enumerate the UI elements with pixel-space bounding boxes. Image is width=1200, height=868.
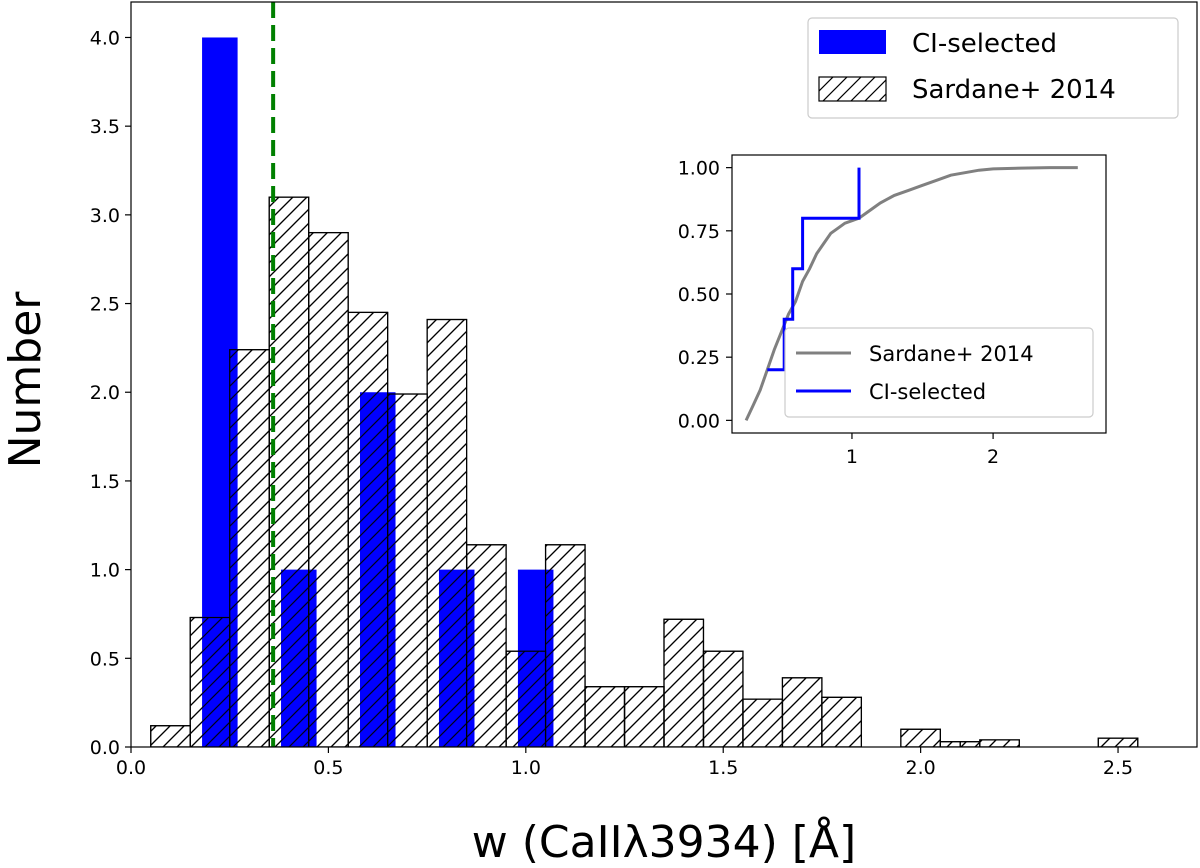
bar-sardane-overlay-8 xyxy=(465,544,507,747)
inset-x-tick-label: 1 xyxy=(846,446,858,468)
bar-sardane-overlay-2 xyxy=(229,349,270,747)
x-tick-label: 1.0 xyxy=(511,757,541,779)
x-tick-label: 0.5 xyxy=(313,757,343,779)
inset-y-axis-ticks: 0.00 0.25 0.50 0.75 1.00 xyxy=(678,158,732,432)
bar-sardane-overlay-13 xyxy=(663,618,705,747)
inset-line-sardane xyxy=(744,166,1078,422)
inset-y-tick-label: 0.75 xyxy=(678,221,720,243)
legend-box xyxy=(807,17,1179,119)
legend-label-sardane: Sardane+ 2014 xyxy=(912,75,1116,105)
inset-line-ci-selected xyxy=(767,167,861,372)
inset-y-tick-label: 0.25 xyxy=(678,347,720,369)
x-axis-label: w (CaIIλ3934) [Å] xyxy=(472,815,856,868)
y-tick-label: 2.0 xyxy=(90,382,120,404)
bar-group xyxy=(150,37,1139,747)
bar-sardane-overlay-12 xyxy=(623,686,665,747)
bar-sardane-overlay-11 xyxy=(584,686,626,747)
bar-sardane-overlay-6 xyxy=(387,393,428,747)
x-axis-ticks: 0.0 0.5 1.0 1.5 2.0 2.5 xyxy=(116,747,1133,779)
bar-sardane-overlay-7 xyxy=(426,318,468,747)
bar-sardane-overlay-4 xyxy=(308,231,349,747)
bar-sardane-overlay-9 xyxy=(505,650,547,747)
bar-sardane-overlay-3 xyxy=(268,196,310,747)
bar-sardane-overlay-10 xyxy=(544,544,586,747)
legend-label-ci-selected: CI-selected xyxy=(912,29,1057,59)
x-tick-label: 1.5 xyxy=(708,757,738,779)
inset-y-tick-label: 1.00 xyxy=(678,158,720,180)
inset-legend-box xyxy=(784,327,1094,418)
legend: CI-selected Sardane+ 2014 xyxy=(807,17,1179,119)
bar-sardane-overlay-18 xyxy=(900,728,941,747)
inset-y-tick-label: 0.50 xyxy=(678,284,720,306)
plot-frame xyxy=(130,1,1198,748)
inset-y-tick-label: 0.00 xyxy=(678,410,720,432)
y-tick-label: 3.0 xyxy=(90,205,120,227)
inset-line-group xyxy=(744,166,1078,422)
inset-legend: Sardane+ 2014 CI-selected xyxy=(784,327,1094,418)
inset-x-tick-label: 2 xyxy=(987,446,999,468)
y-tick-label: 3.5 xyxy=(90,116,120,138)
legend-swatch-sardane xyxy=(818,76,887,102)
x-tick-label: 2.0 xyxy=(906,757,936,779)
bar-sardane-overlay-21 xyxy=(979,739,1020,747)
bar-sardane-overlay-16 xyxy=(781,677,823,747)
bar-sardane-overlay-1 xyxy=(189,616,231,747)
bar-sardane-overlay-22 xyxy=(1097,737,1139,747)
y-tick-label: 2.5 xyxy=(90,294,120,316)
bar-sardane-overlay-5 xyxy=(347,311,389,747)
y-tick-label: 1.0 xyxy=(90,560,120,582)
y-tick-label: 0.5 xyxy=(90,648,120,670)
legend-swatch-ci-selected xyxy=(819,30,886,54)
bar-sardane-overlay-14 xyxy=(702,650,744,747)
bar-sardane-overlay-20 xyxy=(959,741,981,747)
inset-legend-label-ci-selected: CI-selected xyxy=(869,380,986,404)
x-tick-label: 2.5 xyxy=(1103,757,1133,779)
y-axis-ticks: 0.0 0.5 1.0 1.5 2.0 2.5 3.0 3.5 4.0 xyxy=(90,27,131,759)
x-tick-label: 0.0 xyxy=(116,757,146,779)
bar-sardane-overlay-15 xyxy=(742,698,784,747)
inset-legend-label-sardane: Sardane+ 2014 xyxy=(869,342,1034,366)
y-tick-label: 0.0 xyxy=(90,737,120,759)
bar-sardane-overlay-19 xyxy=(939,741,961,747)
bar-sardane-overlay-17 xyxy=(821,696,863,747)
y-axis-label: Number xyxy=(0,291,51,469)
y-tick-label: 4.0 xyxy=(90,27,120,49)
y-tick-label: 1.5 xyxy=(90,471,120,493)
bar-sardane-overlay-0 xyxy=(150,725,191,747)
